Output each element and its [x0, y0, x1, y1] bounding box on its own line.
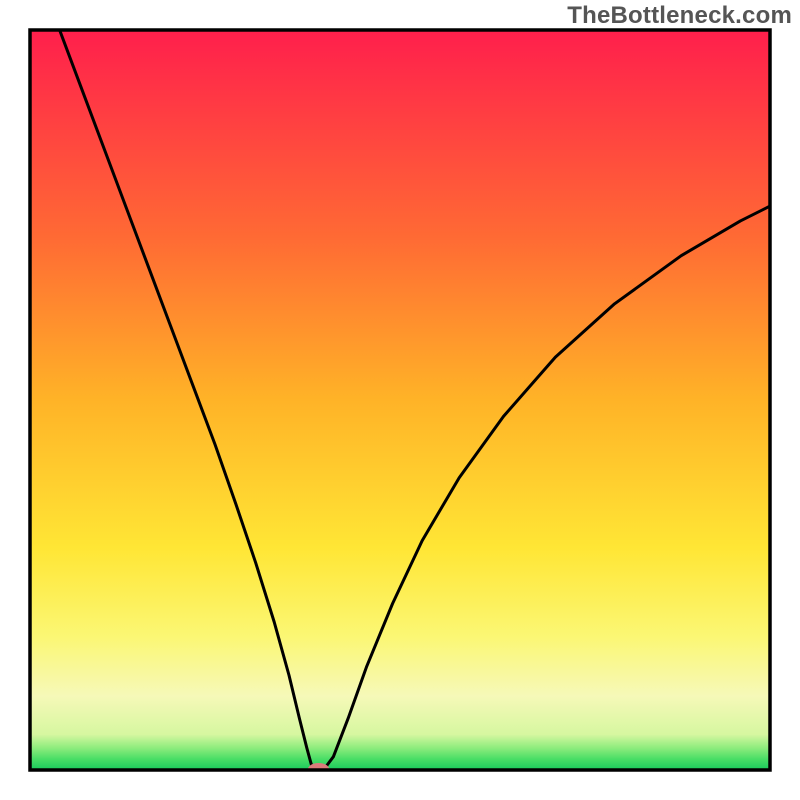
chart-stage: TheBottleneck.com: [0, 0, 800, 800]
plot-background: [30, 30, 770, 770]
chart-svg: [0, 0, 800, 800]
watermark-text: TheBottleneck.com: [567, 2, 792, 30]
